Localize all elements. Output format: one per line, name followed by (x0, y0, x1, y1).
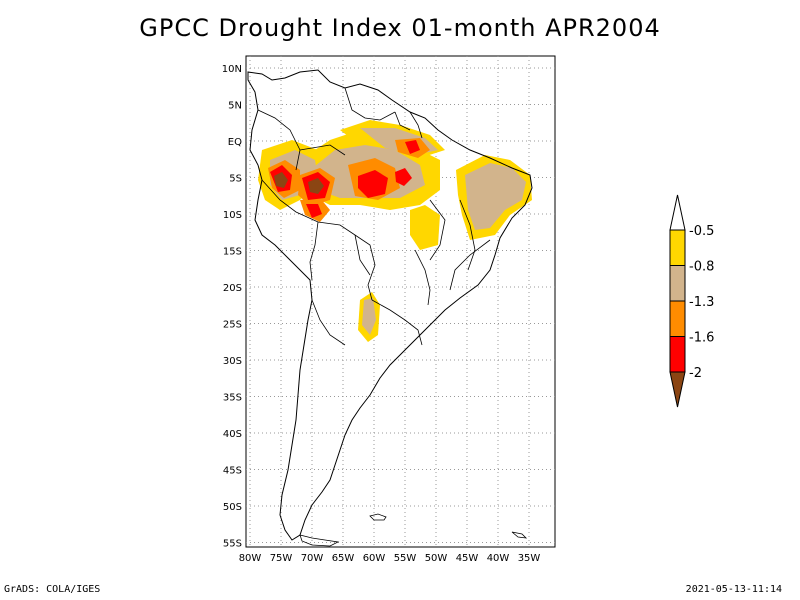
lon-tick-label: 80W (239, 553, 262, 564)
lat-tick-label: 5S (229, 174, 242, 185)
footer-timestamp: 2021-05-13-11:14 (685, 584, 782, 595)
colorbar-segment (669, 336, 686, 373)
anomaly-red-north (405, 140, 420, 154)
lat-tick-label: 40S (223, 429, 242, 440)
anomaly-red-core-1 (358, 170, 388, 198)
colorbar-label: -1.6 (689, 331, 714, 346)
lat-tick-label: 50S (223, 502, 242, 513)
lon-tick-label: 55W (394, 553, 417, 564)
falkland-islands (369, 513, 387, 521)
anomaly-brown-west (274, 172, 288, 188)
footer-credit: GrADS: COLA/IGES (4, 584, 101, 595)
colorbar-top-arrow (669, 194, 686, 231)
latitude-axis: 10N 5N EQ 5S 10S 15S 20S 25S 30S 35S 40S 45S 50S 55S (222, 64, 242, 550)
lat-tick-label: EQ (228, 137, 242, 148)
colorbar-label: -2 (689, 366, 702, 381)
lat-tick-label: 10N (222, 64, 242, 75)
lon-tick-label: 65W (332, 553, 355, 564)
lat-tick-label: 35S (223, 393, 242, 404)
anomaly-layer (258, 120, 532, 342)
longitude-axis: 80W 75W 70W 65W 60W 55W 50W 45W 40W 35W (239, 553, 541, 564)
lon-tick-label: 60W (363, 553, 386, 564)
lon-tick-label: 50W (425, 553, 448, 564)
lat-tick-label: 30S (223, 356, 242, 367)
colorbar-bottom-arrow (669, 371, 686, 408)
lat-tick-label: 10S (223, 210, 242, 221)
colorbar-label: -0.5 (689, 224, 714, 239)
lon-tick-label: 35W (518, 553, 541, 564)
continent-outline (247, 69, 533, 541)
lon-tick-label: 75W (270, 553, 293, 564)
colorbar-label: -1.3 (689, 295, 714, 310)
anomaly-tan-northeast (465, 163, 526, 230)
anomaly-tan-paraguay (362, 298, 376, 335)
lat-tick-label: 20S (223, 283, 242, 294)
colorbar-segment (669, 300, 686, 337)
colorbar-segment (669, 229, 686, 266)
lon-tick-label: 40W (487, 553, 510, 564)
lon-tick-label: 45W (456, 553, 479, 564)
colorbar-segment (669, 265, 686, 302)
lat-tick-label: 15S (223, 247, 242, 258)
anomaly-region-east-central (410, 205, 440, 250)
lat-tick-label: 5N (228, 101, 242, 112)
tierra-del-fuego (299, 534, 340, 547)
chart-title: GPCC Drought Index 01-month APR2004 (139, 14, 661, 42)
colorbar-label: -0.8 (689, 260, 714, 275)
lat-tick-label: 25S (223, 320, 242, 331)
lat-tick-label: 55S (223, 539, 242, 550)
lat-tick-label: 45S (223, 466, 242, 477)
country-borders (257, 87, 491, 346)
lon-tick-label: 70W (301, 553, 324, 564)
anomaly-brown-center (308, 178, 324, 194)
anomaly-red-core-2 (395, 168, 412, 186)
south-georgia (511, 531, 528, 539)
anomaly-red-se (306, 204, 322, 218)
